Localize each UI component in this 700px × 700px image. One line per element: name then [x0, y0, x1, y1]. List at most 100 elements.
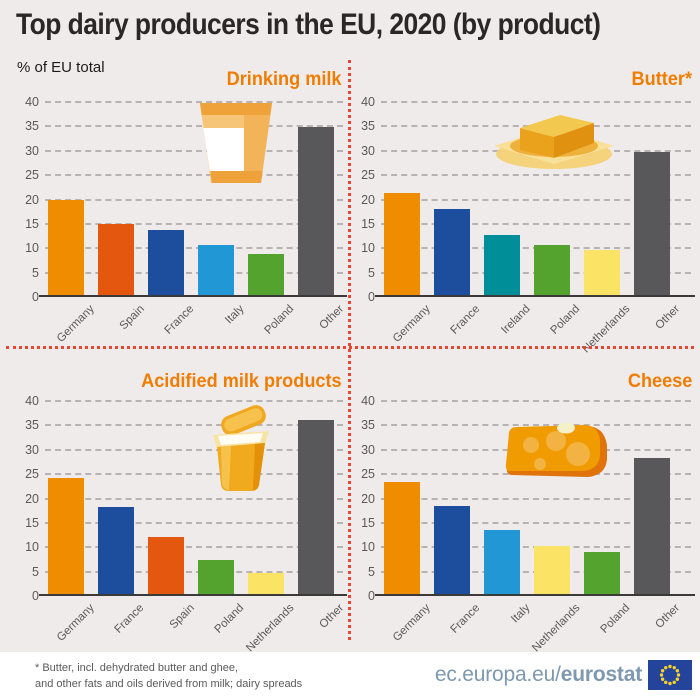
gridline: [45, 570, 343, 573]
y-tick-label: 40: [25, 95, 39, 109]
y-tick-label: 35: [361, 418, 375, 433]
gridline: [381, 400, 691, 402]
y-tick-label: 35: [25, 418, 39, 433]
gridline: [45, 247, 343, 250]
x-axis-label: Poland: [548, 303, 583, 337]
x-axis-line: [39, 294, 347, 297]
y-tick-label: 5: [368, 564, 375, 579]
bar-other: [634, 152, 670, 295]
y-tick-label: 20: [25, 491, 39, 506]
bar-poland: [248, 254, 284, 295]
x-axis-label: Ireland: [499, 303, 533, 337]
y-tick-label: 30: [25, 143, 39, 158]
gridline: [381, 497, 691, 500]
gridline: [381, 222, 691, 225]
bar-italy: [198, 244, 234, 295]
bar-germany: [384, 192, 420, 295]
y-tick-label: 25: [25, 168, 39, 183]
page-title: Top dairy producers in the EU, 2020 (by …: [16, 8, 601, 41]
gridline: [45, 174, 343, 177]
x-axis-label: Poland: [262, 303, 297, 337]
chart-acidified-milk: Acidified milk products 0 5 10 15 20 25 30 35 40…: [0, 350, 350, 655]
chart-cheese: Cheese 0 5 10 15 20 25 30 35 40 Germany France Ital…: [350, 350, 700, 654]
bar-france: [434, 208, 470, 295]
y-tick-label: 15: [361, 216, 375, 231]
bar-other: [298, 126, 334, 295]
gridline: [45, 546, 343, 549]
bar-other: [298, 420, 334, 594]
footnote-line-2: and other fats and oils derived from mil…: [35, 677, 303, 690]
y-tick-label: 15: [25, 515, 39, 530]
chart-title-drinking-milk: Drinking milk: [227, 68, 342, 90]
y-tick-label: 10: [25, 241, 39, 256]
bar-poland: [198, 559, 234, 594]
eurostat-link[interactable]: ec.europa.eu/eurostat: [435, 660, 692, 690]
y-tick-label: 5: [32, 265, 39, 280]
x-axis-line: [375, 593, 695, 596]
y-tick-label: 15: [25, 216, 39, 231]
y-tick-label: 25: [361, 467, 375, 482]
bar-italy: [484, 529, 520, 594]
gridline: [381, 174, 691, 177]
x-axis-label: Other: [317, 602, 347, 631]
gridline: [45, 448, 343, 451]
x-axis-label: France: [112, 602, 147, 636]
x-axis-label: Germany: [54, 602, 97, 644]
chart-drinking-milk: Drinking milk 0 5 10 15 20 25 30 35 40 Germany Spa…: [0, 60, 350, 350]
gridline: [381, 521, 691, 524]
y-tick-label: 0: [32, 290, 39, 304]
footer: * Butter, incl. dehydrated butter and gh…: [0, 652, 700, 700]
gridline: [45, 198, 343, 201]
eurostat-url: ec.europa.eu/eurostat: [434, 663, 642, 686]
y-tick-label: 10: [361, 241, 375, 256]
y-tick-label: 0: [368, 290, 375, 304]
bar-spain: [148, 537, 184, 594]
bar-netherlands: [534, 546, 570, 594]
gridline: [381, 424, 691, 427]
plot-area: 0 5 10 15 20 25 30 35 40 Germany Spain France Italy P…: [25, 95, 347, 345]
y-tick-label: 10: [25, 540, 39, 555]
chart-title-butter: Butter*: [631, 68, 692, 90]
bar-netherlands: [584, 250, 620, 295]
footnote: * Butter, incl. dehydrated butter and gh…: [35, 661, 302, 693]
gridline: [381, 101, 691, 103]
bar-other: [634, 458, 670, 594]
bar-poland: [584, 551, 620, 594]
bar-netherlands: [248, 572, 284, 594]
y-tick-label: 30: [361, 143, 375, 158]
divider-vertical: [348, 60, 351, 640]
x-axis-line: [375, 294, 695, 297]
x-axis-label: Spain: [167, 602, 197, 632]
gridline: [45, 497, 343, 500]
x-axis-label: Italy: [223, 303, 247, 327]
y-tick-label: 25: [25, 467, 39, 482]
y-tick-label: 15: [361, 515, 375, 530]
bar-france: [434, 505, 470, 594]
gridline: [45, 400, 343, 402]
bar-germany: [48, 200, 84, 295]
y-tick-label: 35: [361, 119, 375, 134]
x-axis-label: France: [448, 303, 483, 337]
x-axis-label: Other: [653, 303, 683, 332]
chart-butter: Butter* 0 5 10 15 20 25 30 35 40 Germany France Ire…: [350, 60, 700, 355]
x-axis-label: Germany: [390, 303, 433, 345]
x-axis-label: Other: [317, 303, 347, 332]
x-axis-label: Poland: [212, 602, 247, 636]
milk-glass-icon: [200, 103, 272, 183]
bar-germany: [384, 481, 420, 594]
gridline: [45, 222, 343, 225]
y-tick-label: 0: [32, 589, 39, 603]
x-axis-label: Netherlands: [244, 602, 297, 655]
bar-spain: [98, 223, 134, 295]
gridline: [45, 101, 343, 103]
y-tick-label: 30: [25, 442, 39, 457]
x-axis-label: Poland: [598, 602, 633, 636]
y-tick-label: 20: [25, 192, 39, 207]
y-tick-label: 20: [361, 491, 375, 506]
gridline: [45, 271, 343, 274]
gridline: [45, 424, 343, 427]
gridline: [381, 198, 691, 201]
gridline: [45, 473, 343, 476]
x-axis-label: Germany: [54, 303, 97, 345]
